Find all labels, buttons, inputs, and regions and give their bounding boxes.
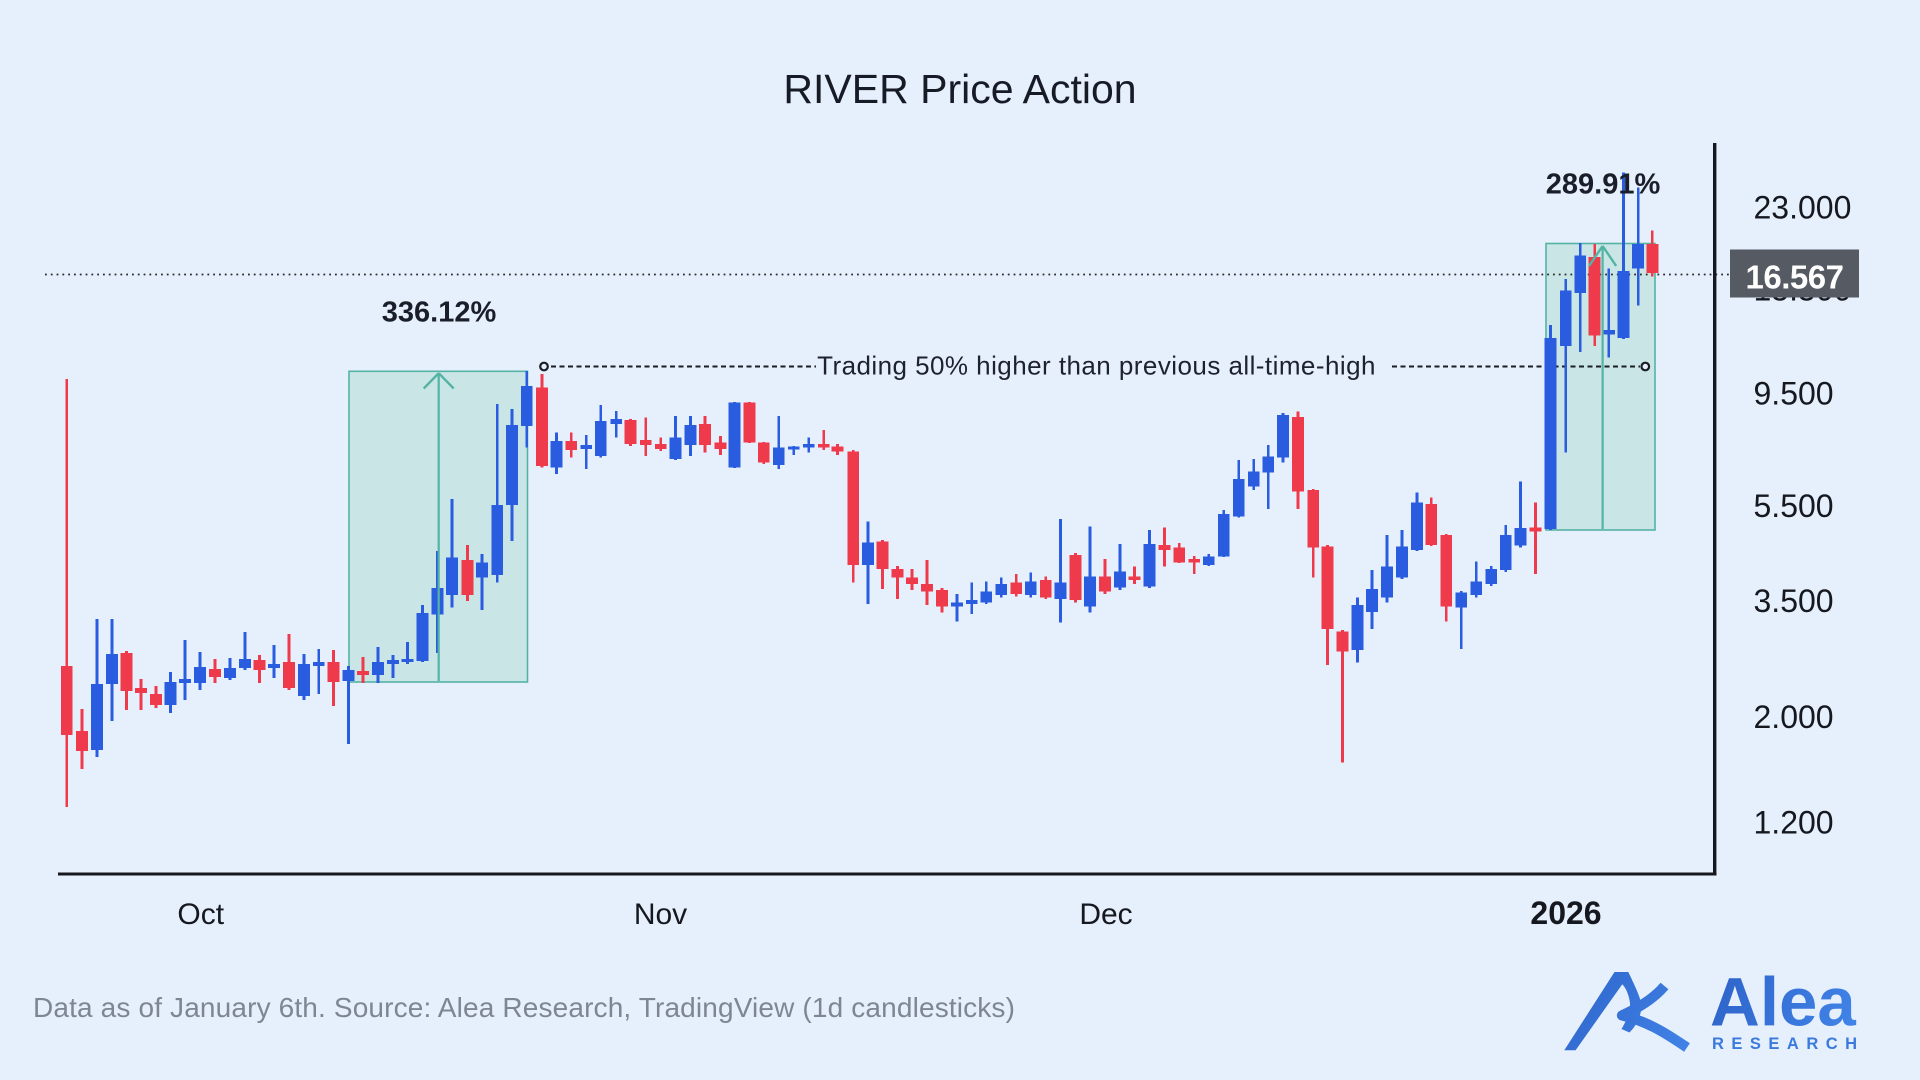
svg-text:3.500: 3.500 <box>1754 583 1834 619</box>
svg-text:23.000: 23.000 <box>1754 190 1852 226</box>
svg-text:RIVER Price Action: RIVER Price Action <box>783 66 1136 112</box>
svg-text:9.500: 9.500 <box>1754 376 1834 412</box>
svg-text:5.500: 5.500 <box>1754 488 1834 524</box>
svg-text:16.567: 16.567 <box>1746 259 1844 296</box>
svg-text:Data as of January 6th. Source: Data as of January 6th. Source: Alea Res… <box>33 992 1015 1023</box>
svg-text:2.000: 2.000 <box>1754 699 1834 735</box>
svg-text:1.200: 1.200 <box>1754 804 1834 840</box>
svg-text:RESEARCH: RESEARCH <box>1712 1035 1865 1053</box>
svg-text:Trading 50% higher than previo: Trading 50% higher than previous all-tim… <box>817 351 1376 381</box>
svg-text:Alea: Alea <box>1710 964 1856 1041</box>
svg-text:Dec: Dec <box>1079 898 1132 931</box>
svg-text:Nov: Nov <box>634 898 687 931</box>
svg-text:2026: 2026 <box>1530 895 1601 931</box>
svg-text:289.91%: 289.91% <box>1546 169 1661 201</box>
svg-text:336.12%: 336.12% <box>382 297 497 329</box>
svg-text:Oct: Oct <box>177 898 224 931</box>
